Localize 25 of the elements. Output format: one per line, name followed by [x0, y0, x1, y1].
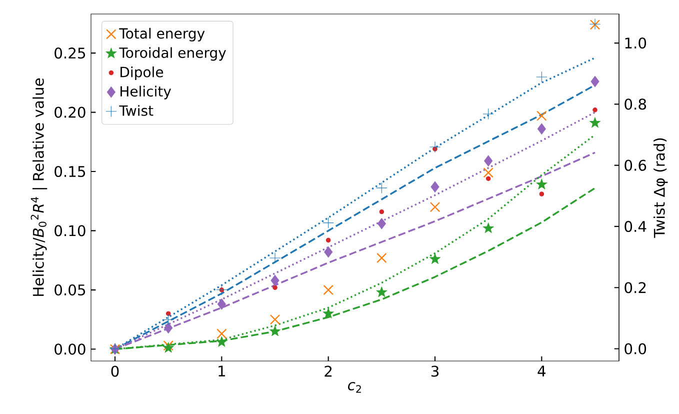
y-tick-label: 0.25 — [54, 48, 86, 59]
legend-label: Helicity — [120, 86, 172, 100]
y2-tick-label: 0.4 — [624, 220, 646, 232]
y2-axis-title: Twist Δφ (rad) — [654, 138, 668, 238]
x-tick-label: 4 — [538, 366, 546, 376]
x-tick-label: 2 — [324, 366, 332, 377]
y2-tick-label: 1.0 — [625, 38, 646, 49]
y-tick-label: 0.15 — [54, 166, 86, 178]
y-tick-label: 0.20 — [54, 106, 86, 118]
y2-tick-label: 0.0 — [624, 343, 646, 354]
y2-tick-label: 0.8 — [624, 98, 646, 110]
x-tick-label: 3 — [431, 366, 438, 377]
y2-tick-label: 0.6 — [624, 160, 646, 171]
y-axis-title: Helicity/B$_{0}$$^{2}$R$^{4}$ | Relative value — [30, 78, 48, 296]
x-tick-label: 1 — [218, 366, 225, 376]
y-tick-label: 0.10 — [54, 225, 86, 236]
legend-label: Total energy — [119, 28, 205, 42]
y2-tick-label: 0.2 — [624, 282, 646, 294]
legend-label: Dipole — [120, 66, 164, 80]
x-axis-title: c$_{2}$ — [348, 382, 361, 393]
y-tick-label: 0.05 — [54, 284, 86, 296]
legend-label: Toroidal energy — [119, 47, 226, 61]
x-tick-label: 0 — [111, 366, 119, 377]
legend-label: Twist — [119, 105, 154, 116]
y-tick-label: 0.00 — [54, 344, 86, 355]
